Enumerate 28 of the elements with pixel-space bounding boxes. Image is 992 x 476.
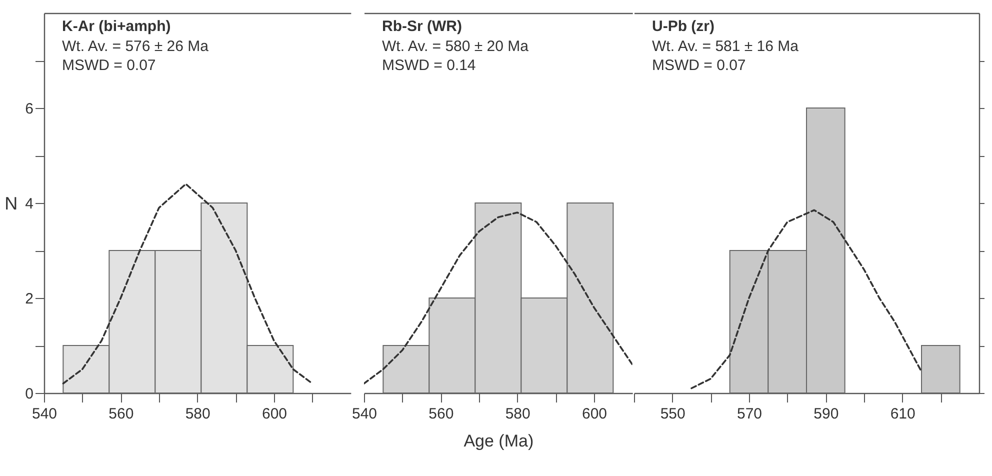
x-tick-label: 580 xyxy=(185,406,210,422)
y-tick-label: 2 xyxy=(25,290,34,308)
annotation: Wt. Av. = 580 ± 20 Ma xyxy=(382,38,530,55)
x-tick-label: 540 xyxy=(32,406,58,422)
y-tick-label: 0 xyxy=(25,386,34,402)
chart-title: U-Pb (zr) xyxy=(652,18,714,35)
annotation: MSWD = 0.07 xyxy=(62,57,156,74)
x-tick-label: 610 xyxy=(890,406,916,422)
y-tick-label: 4 xyxy=(25,196,34,212)
x-tick-label: 600 xyxy=(582,406,608,422)
line-series xyxy=(62,183,314,384)
y-tick-label: 6 xyxy=(25,100,34,118)
chart-title: K-Ar (bi+amph) xyxy=(62,18,171,35)
x-tick-label: 550 xyxy=(660,406,686,422)
x-tick-label: 540 xyxy=(352,406,378,422)
x-tick-label: 560 xyxy=(428,406,454,422)
x-tick-label: 570 xyxy=(736,406,762,422)
chart-title: Rb-Sr (WR) xyxy=(382,18,462,35)
y-axis-title: N xyxy=(4,194,18,214)
x-tick-label: 580 xyxy=(505,406,530,422)
annotation: MSWD = 0.07 xyxy=(652,57,746,74)
annotation: Wt. Av. = 576 ± 26 Ma xyxy=(62,38,210,55)
x-tick-label: 560 xyxy=(108,406,134,422)
x-tick-label: 590 xyxy=(814,406,839,422)
x-axis-title: Age (Ma) xyxy=(464,432,534,450)
annotation: Wt. Av. = 581 ± 16 Ma xyxy=(652,38,800,55)
annotation: MSWD = 0.14 xyxy=(382,57,476,74)
x-tick-label: 600 xyxy=(262,406,288,422)
